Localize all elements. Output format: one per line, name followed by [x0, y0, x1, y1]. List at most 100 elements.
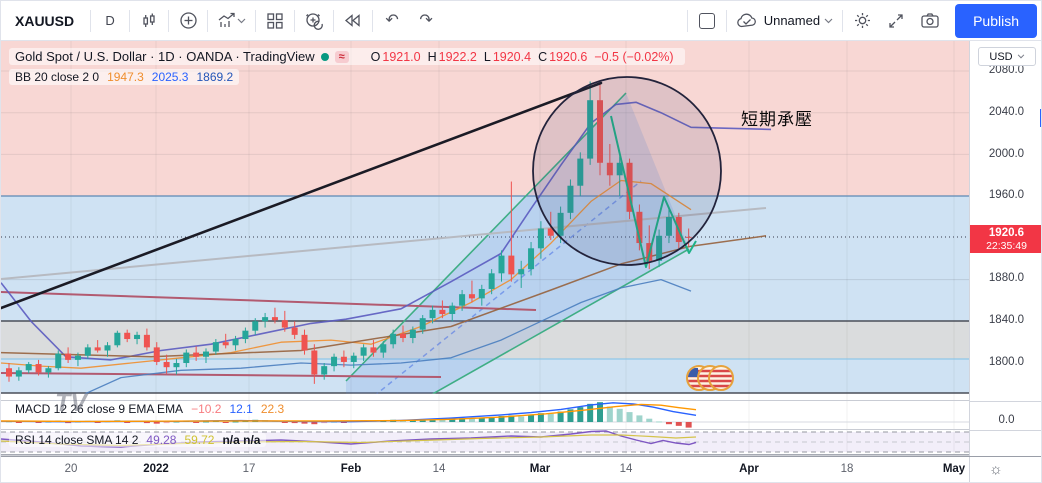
redo-icon: ↷: [419, 11, 433, 29]
macd-label: MACD 12 26 close 9 EMA EMA: [15, 402, 184, 416]
price-axis-label: 1800.0: [988, 356, 1025, 368]
divider: [207, 9, 209, 32]
ohlc-values: O 1921.0 H 1922.2 L 1920.4 C 1920.6 −0.5 (−0…: [371, 50, 679, 64]
publish-button[interactable]: Publish: [955, 3, 1037, 38]
redo-button[interactable]: ↷: [409, 6, 443, 36]
camera-icon: [920, 12, 940, 29]
close-value: 1920.6: [549, 49, 588, 64]
chart-pane[interactable]: Gold Spot / U.S. Dollar · 1D · OANDA · T…: [1, 41, 969, 456]
time-axis-tick: 14: [619, 463, 633, 475]
open-value: 1921.0: [382, 49, 421, 64]
compare-button[interactable]: [171, 6, 205, 36]
bb-upper-axis-tag: [1040, 109, 1041, 127]
symbol-button[interactable]: XAUUSD: [15, 12, 75, 29]
fullscreen-icon: [887, 12, 905, 30]
price-axis-label: 0.0: [998, 414, 1015, 426]
undo-button[interactable]: ↶: [375, 6, 409, 36]
indicators-button[interactable]: [210, 6, 253, 36]
divider: [372, 9, 374, 32]
divider: [90, 9, 92, 32]
macd-legend[interactable]: MACD 12 26 close 9 EMA EMA −10.2 12.1 22…: [9, 402, 291, 416]
price-axis-label: 1960.0: [988, 189, 1025, 201]
time-axis-tick: 17: [242, 463, 256, 475]
square-icon: [698, 12, 715, 29]
chart-note-annotation[interactable]: 短期承壓: [741, 110, 813, 129]
market-status-dot-icon: [320, 52, 329, 61]
symbol-legend[interactable]: Gold Spot / U.S. Dollar · 1D · OANDA · T…: [9, 48, 685, 65]
bb-label: BB 20 close 2 0: [15, 70, 100, 84]
panel-separator: [970, 400, 1041, 402]
fullscreen-button[interactable]: [879, 6, 913, 36]
settings-button[interactable]: [845, 6, 879, 36]
time-axis-tick: 2022: [143, 463, 169, 475]
panel-separator: [970, 429, 1041, 431]
divider: [842, 9, 844, 32]
bb-upper-value: 2025.3: [151, 70, 189, 84]
open-label: O: [370, 49, 381, 64]
alarm-clock-plus-icon: [304, 11, 324, 30]
currency-label: USD: [989, 50, 1013, 63]
divider: [168, 9, 170, 32]
gear-icon: [853, 11, 872, 30]
plus-circle-icon: [179, 11, 198, 30]
divider: [686, 9, 688, 32]
time-axis[interactable]: 20 2022 17 Feb 14 Mar 14 Apr 18 May ☼: [1, 456, 1041, 482]
replay-button[interactable]: [336, 6, 370, 36]
chevron-down-icon: [1017, 54, 1024, 59]
macd-hist-value: −10.2: [191, 402, 222, 416]
chevron-down-icon: [824, 18, 833, 24]
rewind-icon: [343, 13, 363, 28]
price-axis[interactable]: USD 2080.0 2040.0 2000.0 1960.0 1880.0 1840.0…: [969, 41, 1041, 456]
cloud-check-icon: [736, 13, 758, 29]
time-axis-tick: 18: [840, 463, 854, 475]
bb-basis-value: 1947.3: [107, 70, 144, 84]
select-layout-button[interactable]: [690, 6, 724, 36]
rsi-legend[interactable]: RSI 14 close SMA 14 2 49.28 59.72 n/a n/…: [9, 433, 267, 447]
toolbar-right-group: Unnamed: [685, 1, 1041, 40]
divider: [129, 9, 131, 32]
top-toolbar: XAUUSD D: [1, 1, 1041, 41]
time-axis-tick: Mar: [529, 463, 551, 475]
price-axis-label: 2000.0: [988, 148, 1025, 160]
macd-signal-value: 22.3: [260, 402, 285, 416]
high-label: H: [427, 49, 437, 64]
rsi-na-value: n/a n/a: [222, 433, 261, 447]
toolbar-left-group: XAUUSD D: [1, 1, 443, 40]
price-axis-label: 1840.0: [988, 314, 1025, 326]
undo-icon: ↶: [385, 11, 399, 29]
chart-style-button[interactable]: [132, 6, 166, 36]
indicators-icon: [217, 12, 237, 30]
main-chart[interactable]: [1, 41, 969, 456]
layout-grid-button[interactable]: [258, 6, 292, 36]
low-label: L: [483, 49, 491, 64]
price-axis-label: 1880.0: [988, 272, 1025, 284]
last-price-tag: 1920.6 22:35:49: [970, 225, 1041, 253]
rsi-value: 49.28: [146, 433, 177, 447]
save-layout-button[interactable]: Unnamed: [729, 6, 840, 36]
bb-legend[interactable]: BB 20 close 2 0 1947.3 2025.3 1869.2: [9, 69, 240, 85]
divider: [294, 9, 296, 32]
alert-button[interactable]: [297, 6, 331, 36]
price-axis-label: 2080.0: [988, 64, 1025, 76]
currency-button[interactable]: USD: [978, 47, 1036, 66]
axis-settings-icon[interactable]: ☼: [989, 461, 1003, 478]
macd-line-value: 12.1: [229, 402, 253, 416]
divider: [725, 9, 727, 32]
time-axis-tick: Feb: [340, 463, 362, 475]
price-axis-label: 2040.0: [988, 106, 1025, 118]
snapshot-button[interactable]: [913, 6, 947, 36]
time-axis-tick: May: [942, 463, 966, 475]
time-axis-tick: 20: [64, 463, 78, 475]
interval-button[interactable]: D: [105, 13, 115, 28]
time-axis-tick: 14: [432, 463, 446, 475]
bar-countdown: 22:35:49: [986, 240, 1027, 252]
symbol-title: Gold Spot / U.S. Dollar · 1D · OANDA · T…: [15, 49, 315, 64]
bb-lower-value: 1869.2: [196, 70, 234, 84]
low-value: 1920.4: [492, 49, 532, 64]
chevron-down-icon: [237, 18, 246, 24]
divider: [969, 457, 970, 482]
rsi-label: RSI 14 close SMA 14 2: [15, 433, 139, 447]
layout-name-label: Unnamed: [763, 13, 821, 28]
tradingview-watermark: TV: [55, 389, 87, 417]
